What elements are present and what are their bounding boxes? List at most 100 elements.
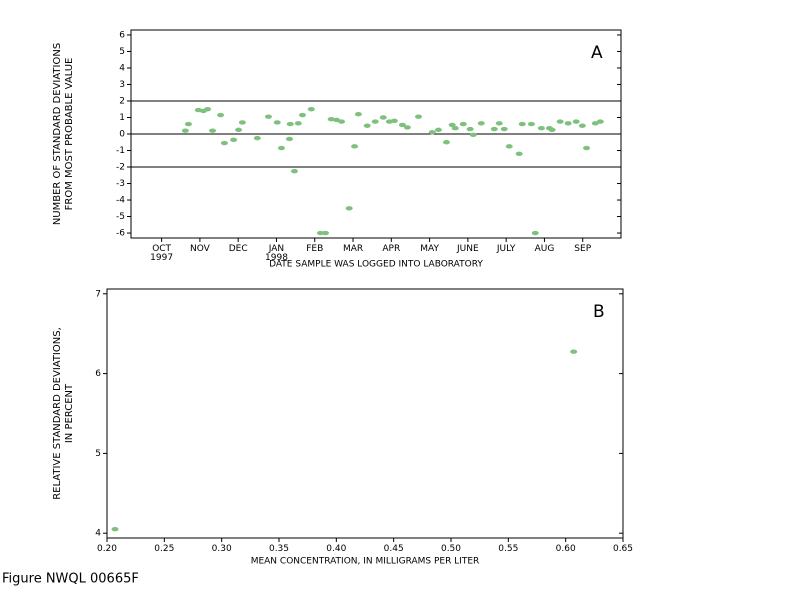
point (363, 123, 371, 128)
panel-label: A (591, 43, 603, 63)
y-axis-label: NUMBER OF STANDARD DEVIATIONS (52, 43, 63, 225)
point (230, 137, 238, 142)
y-axis-label: RELATIVE STANDARD DEVIATIONS, (52, 327, 63, 500)
x-tick-label-line: 0.55 (498, 544, 518, 554)
point (505, 144, 513, 149)
x-tick-label: SEP (574, 244, 591, 254)
x-tick-label-line: AUG (535, 244, 555, 254)
y-tick-label: -1 (116, 146, 125, 156)
point (469, 132, 477, 138)
point (354, 111, 362, 117)
point (548, 127, 556, 133)
point (390, 118, 398, 123)
point (204, 107, 212, 112)
point (184, 121, 192, 127)
point (277, 145, 285, 151)
point (477, 121, 485, 126)
x-tick-label: 0.65 (613, 544, 633, 554)
point (338, 119, 346, 124)
point (351, 144, 359, 149)
point (398, 122, 406, 128)
point (307, 107, 315, 112)
x-tick-label: 0.50 (441, 544, 461, 554)
panel-label: B (593, 302, 605, 322)
y-tick-label: 2 (119, 96, 125, 106)
y-tick-label: 3 (119, 80, 125, 90)
y-tick-label: 0 (119, 130, 125, 140)
x-tick-label-line: 0.65 (613, 544, 633, 554)
x-tick-label-line: 0.35 (269, 544, 289, 554)
y-tick-label: 7 (95, 289, 101, 299)
y-tick-label: -5 (116, 212, 125, 222)
x-tick-label-line: 0.45 (384, 544, 404, 554)
x-tick-label: 0.60 (556, 544, 576, 554)
point (531, 230, 539, 236)
x-tick-label-line: OCT (152, 244, 171, 254)
point (181, 128, 189, 133)
y-tick-label: -2 (116, 163, 125, 173)
point (238, 120, 246, 125)
y-tick-label: 5 (95, 449, 101, 459)
point (515, 151, 523, 157)
x-tick-label-line: DEC (229, 244, 248, 254)
x-tick-label: JAN 1998 (265, 244, 288, 263)
y-tick-label: 5 (119, 47, 125, 57)
figure-caption: Figure NWQL 00665F (2, 572, 139, 587)
x-tick-label: 0.25 (154, 544, 174, 554)
x-tick-label: 0.20 (97, 544, 117, 554)
point (111, 527, 119, 532)
point (537, 126, 545, 131)
y-axis-label: IN PERCENT (64, 383, 75, 443)
x-tick-label-line: SEP (574, 244, 591, 254)
x-tick-label-line: 0.50 (441, 544, 461, 554)
point (596, 119, 604, 124)
point (500, 126, 508, 132)
x-tick-label: NOV (190, 244, 211, 254)
point (217, 112, 225, 118)
x-tick-label-line: 0.25 (154, 544, 174, 554)
x-tick-label-line: FEB (306, 244, 323, 254)
point (434, 127, 442, 133)
x-tick-label: MAR (343, 244, 363, 254)
x-tick-label: JUNE (456, 244, 479, 254)
x-tick-label-line: JUNE (456, 244, 479, 254)
y-tick-label: 4 (119, 63, 125, 73)
x-axis-label: DATE SAMPLE WAS LOGGED INTO LABORATORY (269, 260, 483, 270)
point (490, 126, 498, 132)
x-tick-label: APR (382, 244, 400, 254)
x-tick-label: DEC (229, 244, 248, 254)
x-tick-label-line: MAR (343, 244, 363, 254)
point (556, 119, 564, 124)
point (583, 145, 591, 151)
y-tick-label: 1 (119, 113, 125, 123)
point (451, 126, 459, 131)
point (294, 121, 302, 126)
y-tick-label: 4 (95, 529, 101, 539)
point (220, 140, 228, 146)
x-tick-label: OCT 1997 (150, 244, 173, 263)
x-tick-label-line: APR (382, 244, 400, 254)
point (371, 119, 379, 124)
y-tick-label: -4 (116, 196, 125, 206)
x-tick-label: 0.35 (269, 544, 289, 554)
y-tick-label: 6 (95, 369, 101, 379)
x-tick-label-line: 0.20 (97, 544, 117, 554)
point (264, 114, 272, 119)
point (518, 121, 526, 127)
point (235, 127, 243, 133)
point (414, 114, 422, 119)
x-tick-label-line: JAN (268, 244, 284, 254)
point (299, 112, 306, 118)
point (527, 121, 535, 127)
point (253, 135, 261, 141)
point (316, 230, 324, 236)
x-tick-label-line: MAY (420, 244, 439, 254)
plot-frame (106, 288, 624, 539)
point (448, 122, 456, 128)
point (466, 126, 474, 132)
point (209, 128, 217, 133)
y-tick-label: -3 (116, 179, 125, 189)
point (290, 168, 298, 174)
point (570, 349, 578, 354)
